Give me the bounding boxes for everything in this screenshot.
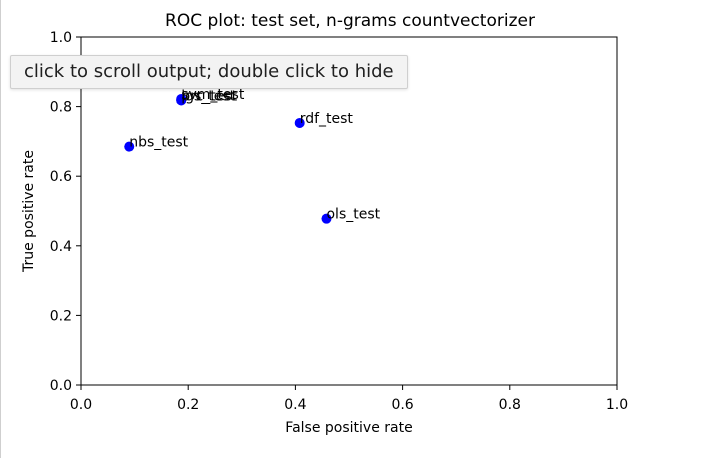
y-tick-label: 0.6 [50,169,72,185]
point-label-nbs_test: nbs_test [129,135,188,151]
x-axis-label: False positive rate [285,420,412,436]
point-label-rdf_test: rdf_test [300,111,354,127]
y-tick-label: 1.0 [50,30,72,46]
scroll-output-tooltip[interactable]: click to scroll output; double click to … [10,55,408,89]
x-tick-label: 0.8 [499,397,521,413]
scatter-point-ols_test [321,213,332,224]
x-tick-label: 0.2 [177,397,199,413]
point-label-ols_test: ols_test [326,207,380,223]
scatter-points [124,93,332,224]
chart-title: ROC plot: test set, n-grams countvectori… [165,11,535,31]
x-tick-label: 0.0 [70,397,92,413]
x-tick-label: 0.4 [284,397,306,413]
scatter-point-prc_test [176,95,187,106]
y-tick-label: 0.8 [50,100,72,116]
point-label-prc_test: prc_test [181,88,237,104]
point-label-lgs_test: lgs_test [181,88,235,104]
x-axis-ticks: 0.0 0.2 0.4 0.6 0.8 1.0 [70,385,628,413]
point-label-svm_test: svm_test [181,87,245,103]
y-axis-ticks: 0.0 0.2 0.4 0.6 0.8 1.0 [50,30,81,394]
y-tick-label: 0.4 [50,239,72,255]
x-tick-label: 0.6 [391,397,413,413]
x-tick-label: 1.0 [606,397,628,413]
scatter-point-nbs_test [124,141,135,152]
y-tick-label: 0.0 [50,378,72,394]
scatter-point-rdf_test [294,117,305,128]
y-axis-label: True positive rate [21,150,37,273]
output-border [0,0,1,458]
y-tick-label: 0.2 [50,308,72,324]
plot-frame [80,36,618,386]
